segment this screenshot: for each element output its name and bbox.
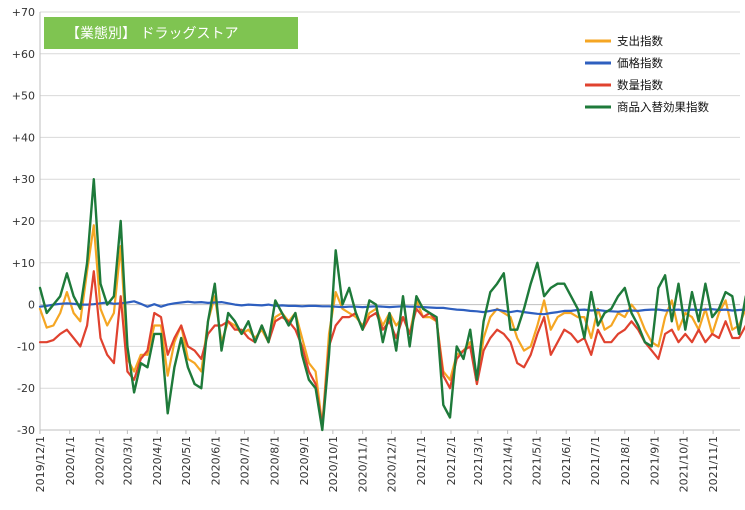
series-line-2	[38, 300, 745, 316]
x-tick-label: 2020/7/1	[239, 436, 252, 485]
chart-title-background	[44, 17, 298, 49]
y-tick-label: +30	[12, 173, 35, 186]
x-tick-label: 2021/8/1	[619, 436, 632, 485]
x-tick-label: 2020/12/1	[385, 436, 398, 492]
series-line-4	[38, 178, 745, 432]
x-tick-label: 2021/1/1	[415, 436, 428, 485]
x-tick-label: 2020/8/1	[268, 436, 281, 485]
x-tick-label: 2020/4/1	[151, 436, 164, 485]
x-tick-label: 2021/7/1	[589, 436, 602, 485]
x-tick-label: 2020/11/1	[357, 436, 370, 492]
x-tick-label: 2021/2/1	[445, 436, 458, 485]
x-tick-label: 2021/4/1	[502, 436, 515, 485]
axis-layer: -30 -20 -10 0 +10 +20 +30 +40 +50 +60 +70 2019/12/1…	[12, 6, 740, 492]
x-tick-label: 2019/12/1	[34, 436, 47, 492]
y-tick-label: -20	[17, 382, 35, 395]
chart-title: 【業態別】 ドラッグストア	[66, 26, 238, 42]
x-tick-label: 2021/5/1	[530, 436, 543, 485]
y-tick-label: +70	[12, 6, 35, 19]
x-tick-label: 2020/9/1	[298, 436, 311, 485]
x-tick-label: 2021/9/1	[649, 436, 662, 485]
x-tick-label: 2021/3/1	[472, 436, 485, 485]
x-tick-label: 2020/3/1	[121, 436, 134, 485]
x-tick-label: 2020/6/1	[210, 436, 223, 485]
legend-label: 支出指数	[617, 34, 663, 48]
x-tick-label: 2021/11/1	[707, 436, 720, 492]
series-layer	[38, 178, 745, 432]
legend-label: 商品入替効果指数	[617, 100, 709, 114]
y-tick-label: 0	[28, 299, 35, 312]
y-tick-label: +50	[12, 90, 35, 103]
grid-layer	[40, 11, 740, 431]
series-line-3	[38, 270, 745, 427]
legend-label: 数量指数	[617, 78, 663, 92]
chart-title-box: 【業態別】 ドラッグストア	[44, 17, 298, 49]
x-tick-label: 2020/1/1	[64, 436, 77, 485]
x-tick-label: 2021/6/1	[560, 436, 573, 485]
x-tick-label: 2020/5/1	[180, 436, 193, 485]
x-tick-label: 2021/10/1	[677, 436, 690, 492]
y-tick-label: +40	[12, 131, 35, 144]
y-tick-label: +20	[12, 215, 35, 228]
y-tick-label: -10	[17, 340, 35, 353]
legend-label: 価格指数	[617, 56, 663, 70]
x-tick-label: 2020/2/1	[94, 436, 107, 485]
y-tick-label: +60	[12, 48, 35, 61]
y-tick-label: -30	[17, 424, 35, 437]
x-tick-label: 2020/10/1	[327, 436, 340, 492]
y-tick-label: +10	[12, 257, 35, 270]
